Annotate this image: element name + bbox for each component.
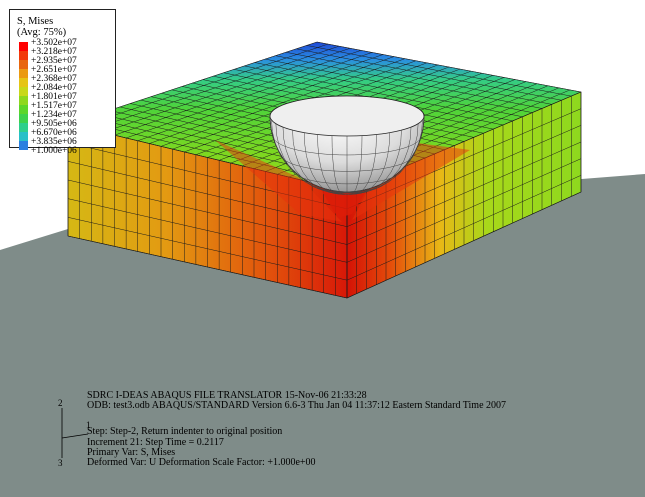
legend-value: +9.505e+06 [31, 119, 77, 129]
legend-value: +1.234e+07 [31, 110, 77, 120]
legend-swatch [19, 78, 28, 87]
info-translator: SDRC I-DEAS ABAQUS FILE TRANSLATOR 15-No… [87, 390, 367, 401]
info-block: SDRC I-DEAS ABAQUS FILE TRANSLATOR 15-No… [87, 390, 507, 469]
contour-legend: S, Mises (Avg: 75%) +3.502e+07 +3.218e+07… [9, 9, 116, 156]
legend-value: +1.517e+07 [31, 101, 77, 111]
info-increment: Increment 21: Step Time = 0.2117 [87, 436, 224, 448]
legend-subtitle: (Avg: 75%) [17, 27, 67, 38]
legend-value: +2.651e+07 [31, 65, 77, 75]
info-deformed-var: Deformed Var: U Deformation Scale Factor… [87, 457, 316, 469]
legend-value: +6.670e+06 [31, 128, 77, 138]
legend-value: +1.801e+07 [31, 92, 77, 102]
legend-swatch [19, 141, 28, 150]
hemisphere-indenter [269, 95, 425, 195]
legend-swatch [19, 105, 28, 114]
axis-1-line [61, 433, 89, 439]
legend-title: S, Mises [17, 16, 54, 27]
legend-value: +2.368e+07 [31, 74, 77, 84]
legend-value: +3.835e+06 [31, 137, 77, 147]
axis-triad: 2 1 3 [58, 398, 91, 468]
legend-swatch [19, 51, 28, 60]
legend-value: +3.502e+07 [31, 38, 77, 48]
legend-swatch [19, 114, 28, 123]
legend-swatch [19, 123, 28, 132]
axis-2-label: 2 [58, 398, 63, 408]
legend-swatch [19, 132, 28, 141]
legend-swatch [19, 42, 28, 51]
info-odb: ODB: test3.odb ABAQUS/STANDARD Version 6… [87, 400, 507, 412]
info-primary-var: Primary Var: S, Mises [87, 446, 176, 458]
legend-swatch [19, 96, 28, 105]
legend-value: +3.218e+07 [31, 47, 77, 57]
legend-swatch [19, 60, 28, 69]
legend-swatch [19, 69, 28, 78]
legend-swatch [19, 87, 28, 96]
info-step: Step: Step-2, Return indenter to origina… [87, 426, 283, 438]
legend-value: +2.935e+07 [31, 56, 77, 66]
axis-3-label: 3 [58, 458, 63, 468]
axis-1-label: 1 [86, 420, 91, 430]
legend-value: +1.000e+06 [31, 146, 77, 156]
legend-value: +2.084e+07 [31, 83, 77, 93]
